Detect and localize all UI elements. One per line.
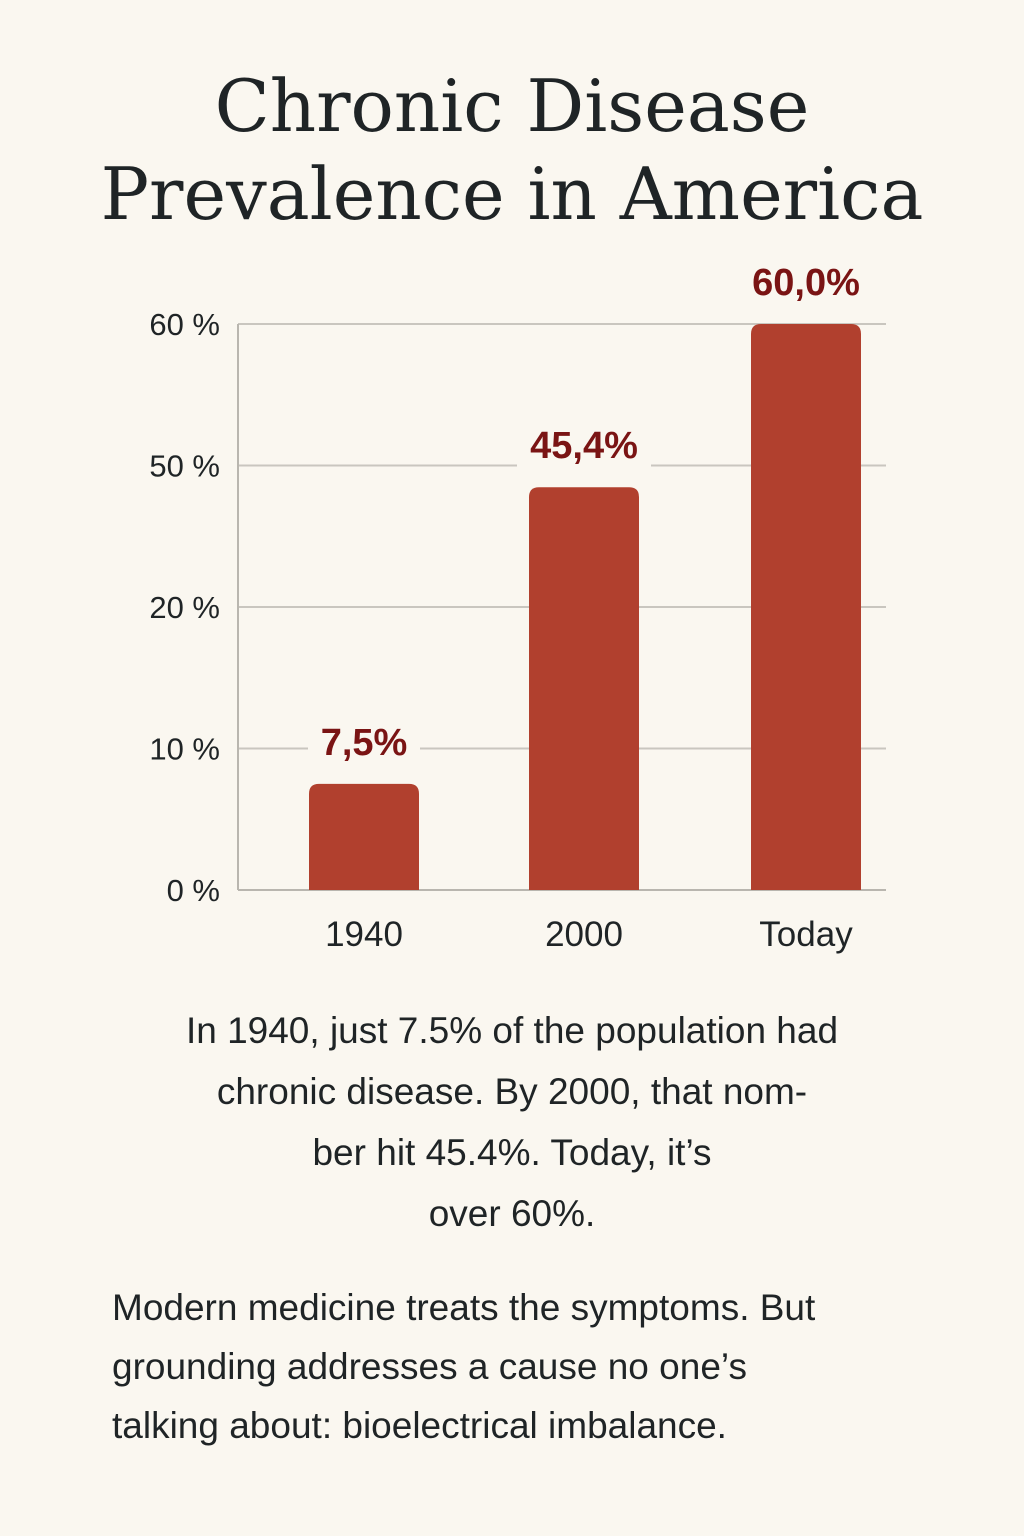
caption-line-1: In 1940, just 7.5% of the population had <box>185 1010 839 1051</box>
chart-title-line-2: Prevalence in America <box>100 152 924 236</box>
chart-title: Chronic Disease Prevalence in America <box>0 62 1024 238</box>
bar <box>529 487 639 890</box>
chart-title-line-1: Chronic Disease <box>214 64 810 148</box>
bars <box>309 324 861 890</box>
data-label-backdrop <box>308 718 420 765</box>
caption-line-3: ber hit 45.4%. Today, it’s <box>312 1132 712 1173</box>
bar-chart: 0 % 10 % 20 % 50 % 60 % 7,5% 1940 45,4% 2000 60,0… <box>149 259 886 954</box>
y-tick-label: 0 % <box>167 873 220 908</box>
caption-line-4: over 60%. <box>428 1193 596 1234</box>
x-tick-label: Today <box>759 915 853 954</box>
y-tick-label: 10 % <box>149 732 220 767</box>
data-label-backdrop <box>517 422 651 469</box>
y-tick-label: 20 % <box>149 590 220 625</box>
data-label: 45,4% <box>530 425 638 467</box>
data-label-backdrop <box>739 259 873 305</box>
body-line-3: talking about: bioelectrical imbalance. <box>112 1405 727 1446</box>
body-text: Modern medicine treats the symptoms. But… <box>112 1278 932 1455</box>
caption-line-2: chronic disease. By 2000, that nom- <box>216 1071 808 1112</box>
data-label: 7,5% <box>321 722 408 764</box>
x-tick-label: 2000 <box>545 915 623 954</box>
caption-text: In 1940, just 7.5% of the population had… <box>112 1000 912 1244</box>
bar <box>309 783 419 890</box>
labels: 0 % 10 % 20 % 50 % 60 % 7,5% 1940 45,4% 2000 60,0… <box>149 259 873 954</box>
bar <box>751 324 861 890</box>
x-tick-label: 1940 <box>325 915 403 954</box>
data-label: 60,0% <box>752 262 860 304</box>
body-line-1: Modern medicine treats the symptoms. But <box>112 1287 816 1328</box>
y-tick-label: 60 % <box>149 307 220 342</box>
y-tick-label: 50 % <box>149 449 220 484</box>
body-line-2: grounding addresses a cause no one’s <box>112 1346 747 1387</box>
